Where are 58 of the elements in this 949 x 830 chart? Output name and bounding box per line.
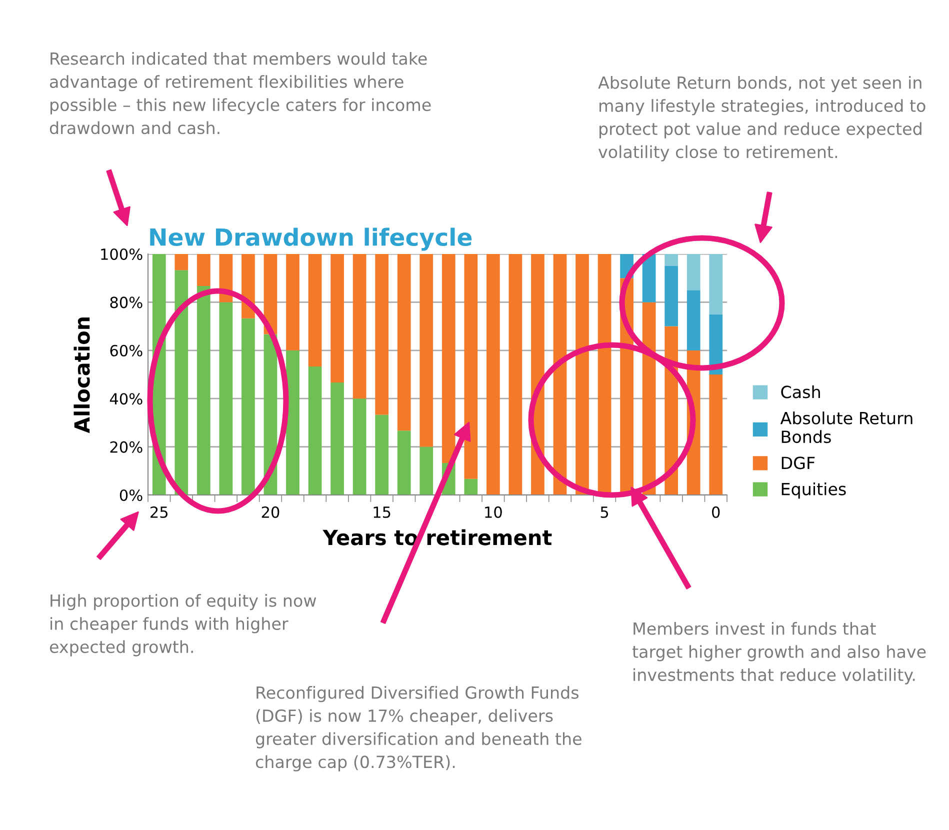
bar [709,314,723,374]
bar [219,302,233,495]
bar [352,398,366,495]
bar [464,254,478,479]
y-tick-label: 100% [101,248,142,260]
bar [286,350,300,495]
bar [330,382,344,495]
y-tick-label: 40% [110,393,142,405]
bar [664,254,678,266]
legend-label: DGF [782,456,815,470]
bar [709,374,723,495]
bar [420,446,434,495]
x-tick-label: 20 [262,506,280,518]
x-tick-label: 10 [485,506,502,518]
bar [375,254,389,415]
legend-label: Equities [782,482,846,499]
x-tick-label: 25 [150,506,168,518]
bar [420,254,434,447]
bar [442,254,456,463]
y-tick-label: 60% [110,344,142,356]
bar [242,318,255,495]
chart-title: New Drawdown lifecycle [150,228,472,251]
legend-label: Cash [781,385,820,398]
bar [486,254,500,495]
bar [508,254,522,495]
text: Absolute Return bonds, not yet seen in many lifestyle strategies, introduced to protect pot value and reduce expected volatility close to retirement. [598,76,926,162]
y-tick-label: 20% [110,441,142,453]
bar [709,254,723,314]
bar [174,254,188,270]
bar [352,254,366,399]
bar [553,254,567,495]
x-tick-label: 15 [374,506,390,518]
legend-label: Absolute Return Bonds [780,412,912,444]
bar [686,254,700,290]
text: Members invest in funds that target higher growth and also have investments that reduce volatility. [632,622,926,684]
x-tick-label: 5 [600,506,608,518]
bar [308,254,322,367]
text: High proportion of equity is now in cheaper funds with higher expected growth. [50,594,316,656]
bar [196,286,210,495]
bar [196,254,210,286]
bar [464,478,478,495]
bar [308,366,322,495]
bar [686,290,700,350]
bar [286,254,300,350]
bar [174,270,188,495]
bar [397,254,411,431]
y-axis-title: Allocation [74,317,90,434]
bar [576,254,589,495]
bar [664,266,678,326]
bar [397,430,411,495]
y-tick-label: 80% [110,296,142,308]
y-tick-label: 0% [120,489,142,502]
text: Reconfigured Diversified Growth Funds (DGF) is now 17% cheaper, delivers greater diversification and beneath the charge cap (0.73%TER). [256,686,582,772]
bar [330,254,344,382]
text: Research indicated that members would take advantage of retirement flexibilities where possible – this new lifecycle caters for income drawdown and cash. [50,52,431,134]
bar [642,302,656,495]
bar [375,414,389,495]
x-tick-label: 0 [712,506,720,518]
